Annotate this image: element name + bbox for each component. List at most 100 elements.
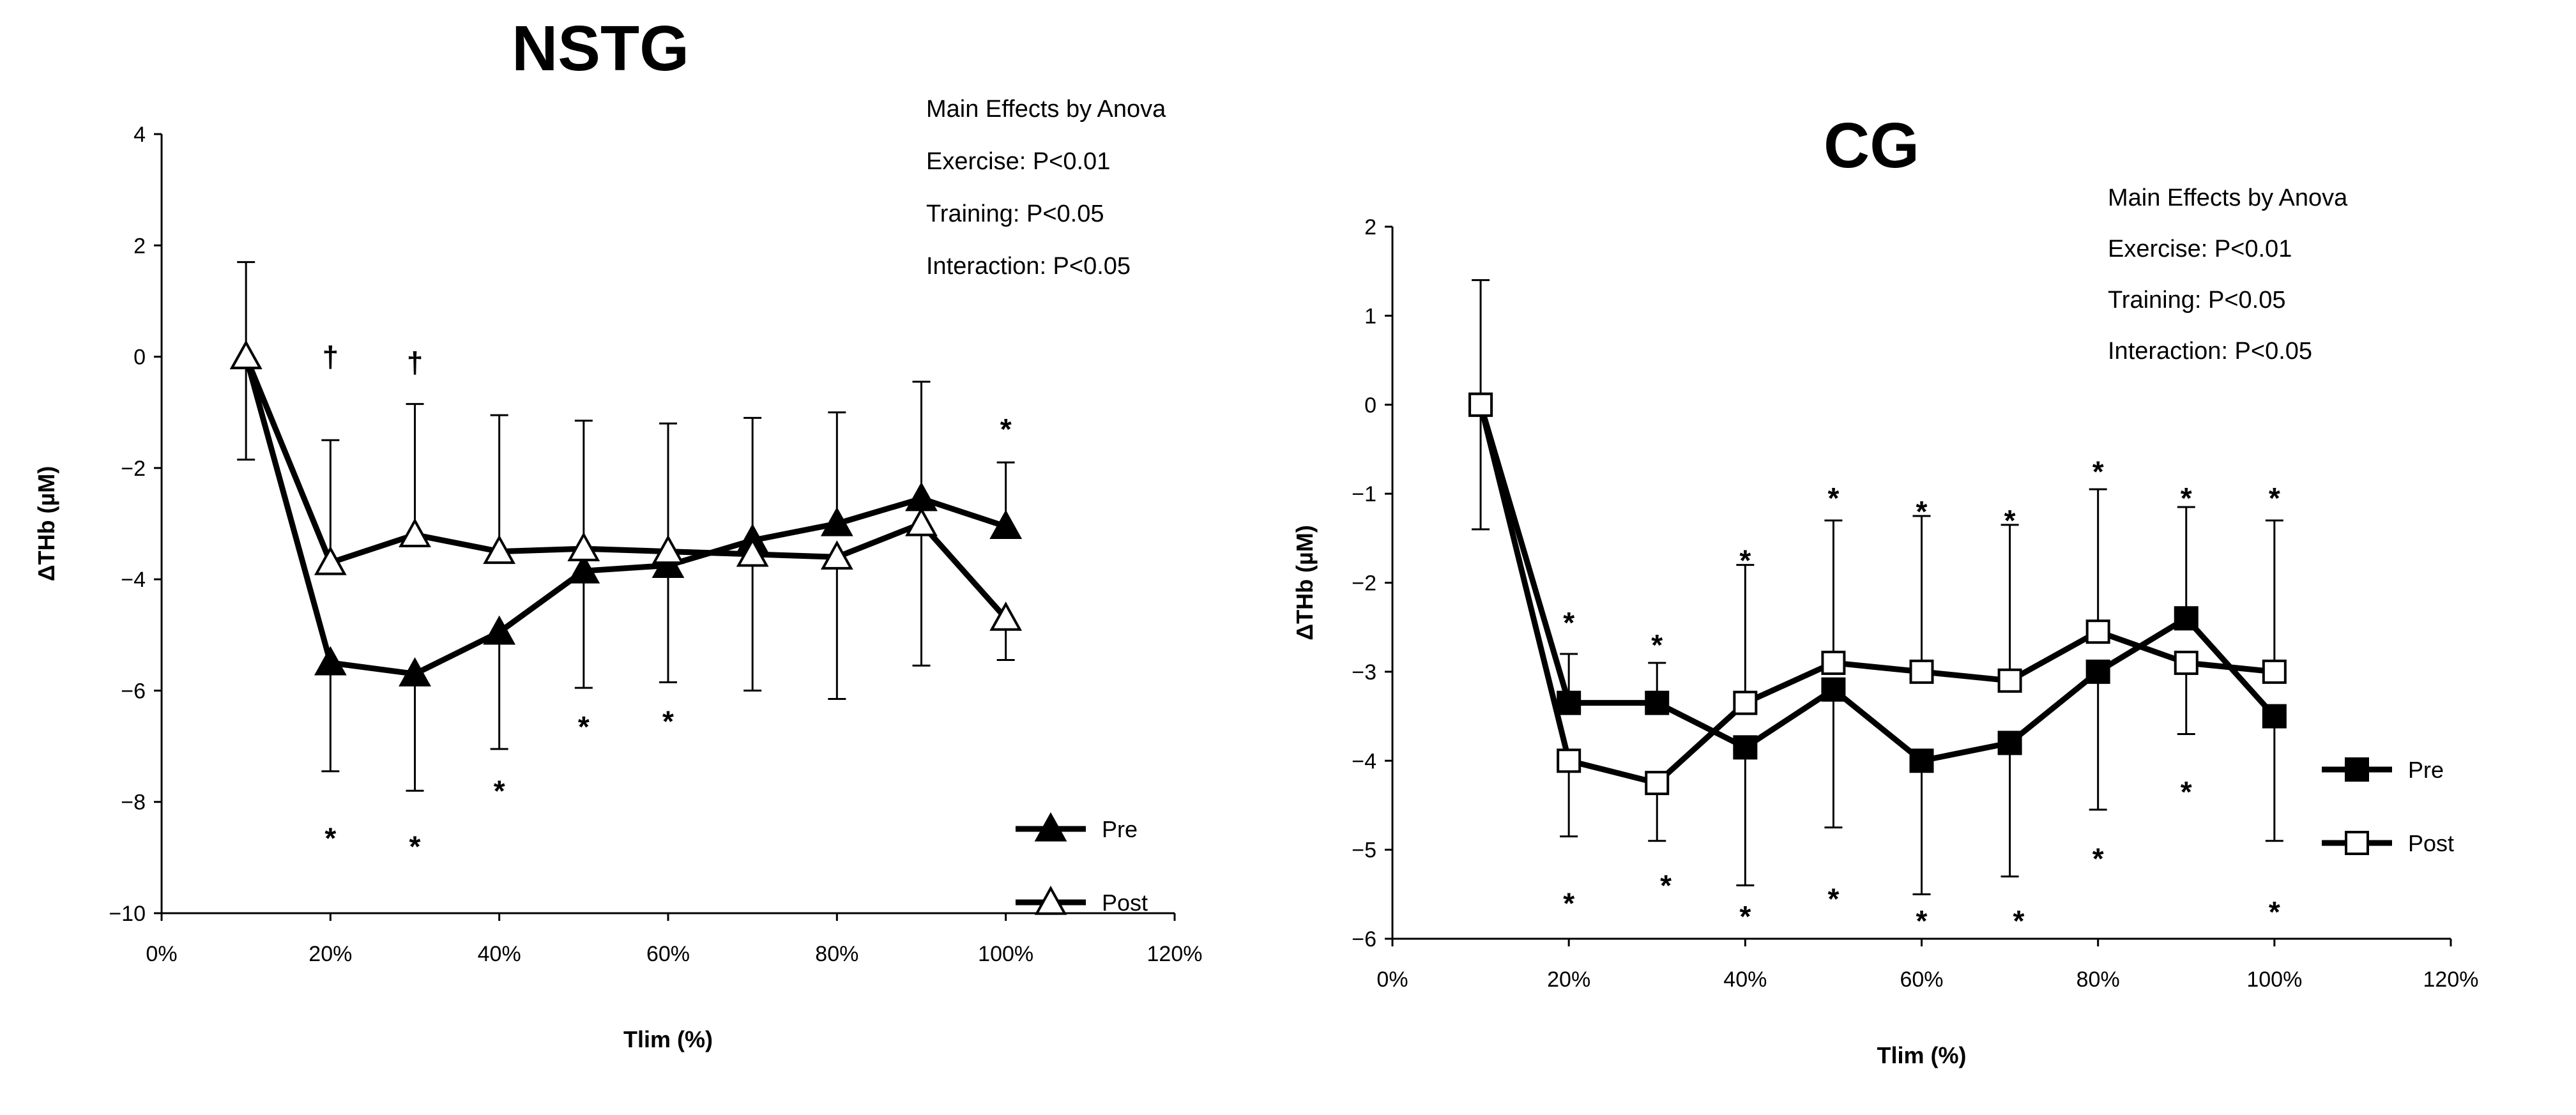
cg-legend-post-label: Post [2408,830,2454,856]
cg-significance-star: * [2004,504,2016,537]
cg-y-tick-label: −3 [1352,660,1376,685]
nstg-series-pre-point [399,657,431,686]
cg-y-tick-label: 2 [1364,215,1376,239]
cg-significance-star: * [1563,606,1574,639]
cg-y-axis-label: ΔTHb (µM) [1292,525,1318,641]
nstg-chart-title: NSTG [512,13,689,84]
nstg-series-post-point [483,535,516,565]
cg-significance-star: * [2269,482,2280,515]
nstg-y-tick-label: 4 [133,123,146,147]
cg-legend-post-marker [2345,831,2369,855]
nstg-significance-star: * [1000,413,1012,446]
nstg-series-pre-point [567,554,600,584]
cg-series-post-point [1557,748,1581,773]
nstg-x-tick-label: 100% [978,942,1033,966]
nstg-series-post-point [905,506,938,536]
cg-significance-star: * [1563,886,1574,920]
nstg-x-tick-label: 120% [1147,942,1203,966]
cg-series-post-point [1733,690,1758,715]
nstg-legend-pre-marker [1034,812,1067,842]
cg-series-pre-point [1997,731,2022,755]
nstg-x-tick-label: 80% [815,942,858,966]
cg-series-post-point [2085,619,2110,644]
cg-x-tick-label: 40% [1723,967,1767,992]
cg-anova-note-line: Exercise: P<0.01 [2108,236,2292,262]
cg-x-axis-label: Tlim (%) [1877,1042,1967,1068]
cg-series-post-point [1821,650,1846,675]
cg-series-pre-point [2085,659,2110,684]
nstg-series-post-line [243,355,1009,621]
nstg-series-post-point [989,602,1023,631]
nstg-series-post-point [229,340,263,370]
nstg-y-tick-label: −10 [109,902,146,926]
nstg-anova-note-line: Interaction: P<0.05 [926,253,1131,280]
cg-y-tick-label: −5 [1352,838,1376,863]
nstg-x-tick-label: 60% [646,942,690,966]
cg-series-post-point [2262,659,2287,684]
cg-legend-pre-label: Pre [2408,757,2444,783]
cg-x-tick-label: 0% [1376,967,1408,992]
cg-x-tick-label: 60% [1900,967,1943,992]
cg-y-tick-label: −1 [1352,482,1376,506]
cg-x-tick-label: 20% [1547,967,1590,992]
cg-significance-star: * [1916,495,1928,528]
cg-y-tick-label: 0 [1364,393,1376,418]
cg-significance-star: * [2013,904,2024,937]
cg-significance-star: * [2181,775,2192,808]
nstg-y-tick-label: −6 [121,679,146,703]
nstg-significance-star: * [662,704,674,738]
nstg-series-pre-point [314,646,347,676]
cg-anova-note-line: Training: P<0.05 [2108,287,2286,314]
cg-significance-star: * [2092,842,2104,876]
nstg-series-pre-point [905,482,938,512]
cg-chart-title: CG [1824,110,1919,181]
nstg-series-post-point [652,535,685,565]
cg-series-post-point [2174,650,2199,675]
nstg-series-post-point [567,532,600,561]
cg-y-tick-label: −2 [1352,572,1376,596]
cg-series-pre-point [1733,735,1758,760]
cg-series-pre-point [1557,690,1581,715]
nstg-significance-star: * [409,830,421,863]
cg-series-pre-point [2174,606,2199,631]
cg-significance-star: * [1827,482,1839,515]
cg-series-post-point [1645,771,1670,796]
nstg-y-axis-label: ΔTHb (µM) [33,466,59,582]
nstg-y-tick-label: 2 [133,234,146,258]
cg-series-pre-point [1645,690,1670,715]
nstg-legend-post-marker [1034,885,1067,915]
nstg-y-tick-label: −8 [121,791,146,815]
nstg-x-tick-label: 0% [146,942,177,966]
nstg-x-axis-label: Tlim (%) [623,1026,713,1052]
nstg-significance-star: * [324,821,336,854]
nstg-series-pre-point [820,506,853,536]
cg-x-tick-label: 80% [2077,967,2120,992]
cg-significance-star: * [2181,482,2192,515]
cg-significance-star: * [1651,628,1663,662]
cg-legend-pre-marker [2345,757,2369,782]
nstg-anova-note-line: Main Effects by Anova [926,96,1166,123]
cg-x-tick-label: 120% [2423,967,2479,992]
nstg-significance-star: * [578,710,590,743]
cg-y-tick-label: −6 [1352,927,1376,952]
nstg-series-pre-point [989,510,1023,539]
nstg-y-tick-label: −2 [121,457,146,481]
nstg-y-tick-label: −4 [121,568,146,592]
cg-anova-note-line: Main Effects by Anova [2108,185,2348,211]
nstg-series-post-point [399,518,431,548]
cg-significance-star: * [1916,904,1928,937]
cg-series-post-point [1468,392,1493,417]
nstg-dagger-mark: † [407,345,423,379]
cg-x-tick-label: 100% [2246,967,2302,992]
cg-significance-star: * [2269,895,2280,929]
cg-significance-star: * [1739,544,1751,577]
cg-series-post-line [1477,404,2275,786]
nstg-y-tick-label: 0 [133,345,146,370]
nstg-legend-pre-label: Pre [1102,816,1138,842]
nstg-legend-post-label: Post [1102,890,1148,916]
cg-series-pre-line [1477,404,2277,764]
nstg-anova-note-line: Training: P<0.05 [926,201,1104,227]
cg-significance-star: * [1827,882,1839,915]
